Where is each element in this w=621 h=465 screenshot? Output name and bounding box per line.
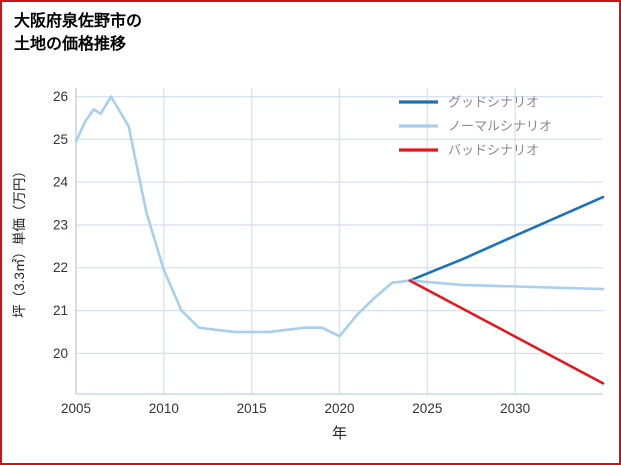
x-tick-label: 2025	[412, 401, 442, 416]
y-tick-label: 26	[53, 89, 68, 104]
y-tick-label: 24	[53, 175, 69, 190]
chart-title-line1: 大阪府泉佐野市の	[14, 13, 143, 30]
series-line-good	[408, 195, 605, 282]
legend-label-normal: ノーマルシナリオ	[448, 119, 552, 134]
x-tick-label: 2010	[149, 401, 179, 416]
y-tick-label: 23	[53, 217, 68, 232]
chart-title: 大阪府泉佐野市の 土地の価格推移	[14, 10, 142, 56]
series-line-history	[74, 95, 412, 338]
x-tick-label: 2005	[61, 401, 91, 416]
series-line-bad	[408, 279, 605, 385]
series-line-normal	[408, 279, 605, 291]
x-tick-label: 2020	[324, 401, 354, 416]
y-tick-label: 20	[53, 346, 68, 361]
y-axis-label: 坪（3.3㎡）単価（万円）	[12, 164, 27, 318]
legend-label-good: グッドシナリオ	[448, 95, 539, 110]
chart-title-line2: 土地の価格推移	[14, 36, 127, 54]
y-tick-label: 22	[53, 260, 68, 275]
x-axis-label: 年	[332, 425, 347, 442]
x-tick-label: 2030	[500, 401, 530, 416]
x-tick-label: 2015	[237, 401, 267, 416]
y-tick-label: 25	[53, 132, 68, 147]
legend-label-bad: バッドシナリオ	[448, 143, 539, 158]
y-tick-label: 21	[53, 303, 68, 318]
